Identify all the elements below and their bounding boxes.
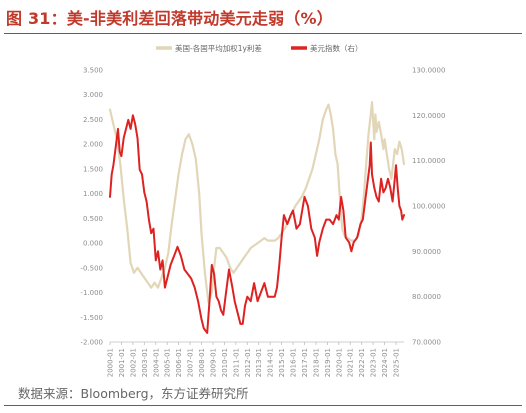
y-left-tick-label: -1.000 xyxy=(80,289,103,297)
y-left-tick-label: 2.000 xyxy=(83,141,103,149)
x-tick-label: 2005-01 xyxy=(164,348,172,377)
y-left-tick-label: 3.000 xyxy=(83,91,103,99)
y-left-tick-label: 2.500 xyxy=(83,116,103,124)
series-line-dxy xyxy=(109,114,405,334)
x-tick-label: 2010-01 xyxy=(221,348,229,377)
x-tick-label: 2020-01 xyxy=(335,348,343,377)
y-right-tick-label: 130.0000 xyxy=(412,67,445,75)
y-left-tick-label: -2.000 xyxy=(80,339,103,347)
chart-svg: 美国-各国平均加权1y利差 美元指数（右） 3.500 3.000 2.500 2.0… xyxy=(80,43,445,378)
y-right-tick-label: 100.0000 xyxy=(412,203,445,211)
x-tick-label: 2012-01 xyxy=(244,348,252,377)
y-left-tick-label: -1.500 xyxy=(80,314,103,322)
x-tick-label: 2023-01 xyxy=(370,348,378,377)
plot-area xyxy=(108,101,406,334)
x-tick-label: 2009-01 xyxy=(209,348,217,377)
chart-title: 图 31：美-非美利差回落带动美元走弱（%） xyxy=(6,9,333,28)
x-tick-label: 2021-01 xyxy=(347,348,355,377)
y-left-tick-label: 0.500 xyxy=(83,215,103,223)
x-tick-label: 2014-01 xyxy=(267,348,275,377)
x-tick-label: 2006-01 xyxy=(175,348,183,377)
x-tick-label: 2007-01 xyxy=(187,348,195,377)
y-left-tick-label: 1.000 xyxy=(83,190,103,198)
x-tick-label: 2004-01 xyxy=(152,348,160,377)
y-left-tick-label: 3.500 xyxy=(83,67,103,75)
y-right-tick-label: 80.0000 xyxy=(412,293,441,301)
x-tick-label: 2011-01 xyxy=(232,348,240,377)
y-right-tick-label: 120.0000 xyxy=(412,112,445,120)
x-tick-label: 2025-01 xyxy=(392,348,400,377)
chart-legend: 美国-各国平均加权1y利差 美元指数（右） xyxy=(156,43,363,53)
x-tick-label: 2015-01 xyxy=(278,348,286,377)
x-tick-label: 2016-01 xyxy=(290,348,298,377)
source-note: 数据来源：Bloomberg，东方证券研究所 xyxy=(18,386,249,401)
y-left-tick-label: 1.500 xyxy=(83,165,103,173)
title-divider xyxy=(4,33,522,34)
x-tick-label: 2019-01 xyxy=(324,348,332,377)
y-right-tick-label: 110.0000 xyxy=(412,157,445,165)
y-left-tick-label: 0.000 xyxy=(83,240,103,248)
x-tick-label: 2002-01 xyxy=(129,348,137,377)
x-tick-label: 2017-01 xyxy=(301,348,309,377)
series-line-spread xyxy=(108,101,406,304)
y-right-tick-label: 90.0000 xyxy=(412,248,441,256)
legend-label-dxy: 美元指数（右） xyxy=(310,43,363,53)
x-tick-label: 2018-01 xyxy=(312,348,320,377)
legend-label-spread: 美国-各国平均加权1y利差 xyxy=(175,43,262,53)
x-tick-label: 2022-01 xyxy=(358,348,366,377)
x-tick-label: 2001-01 xyxy=(118,348,126,377)
x-tick-label: 2013-01 xyxy=(255,348,263,377)
x-tick-label: 2008-01 xyxy=(198,348,206,377)
bottom-divider xyxy=(4,405,522,406)
y-left-tick-label: -0.500 xyxy=(80,264,103,272)
x-tick-label: 2000-01 xyxy=(107,348,115,377)
chart-axes: 3.500 3.000 2.500 2.000 1.500 1.000 0.500 0.000… xyxy=(80,67,445,378)
y-right-tick-label: 70.0000 xyxy=(412,339,441,347)
x-tick-label: 2024-01 xyxy=(381,348,389,377)
x-tick-label: 2003-01 xyxy=(141,348,149,377)
